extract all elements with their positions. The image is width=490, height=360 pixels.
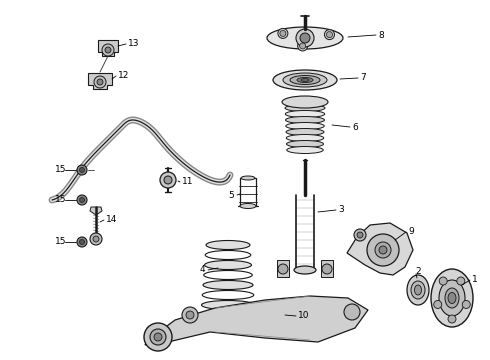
Ellipse shape (287, 140, 323, 148)
Circle shape (186, 311, 194, 319)
Text: 1: 1 (472, 275, 478, 284)
Ellipse shape (286, 122, 324, 130)
Circle shape (462, 301, 470, 309)
Text: 10: 10 (298, 311, 310, 320)
Ellipse shape (407, 275, 429, 305)
Circle shape (357, 232, 363, 238)
Text: 12: 12 (118, 72, 129, 81)
Text: 15: 15 (55, 195, 67, 204)
Circle shape (296, 29, 314, 47)
Ellipse shape (290, 76, 320, 85)
Polygon shape (90, 207, 102, 215)
Circle shape (297, 41, 308, 51)
Ellipse shape (282, 96, 328, 108)
Circle shape (97, 79, 103, 85)
Text: 6: 6 (352, 122, 358, 131)
Ellipse shape (411, 281, 425, 299)
Ellipse shape (283, 73, 327, 87)
Polygon shape (98, 40, 118, 56)
Ellipse shape (285, 111, 325, 117)
Ellipse shape (285, 104, 325, 112)
Circle shape (102, 44, 114, 56)
Circle shape (278, 264, 288, 274)
Circle shape (79, 198, 84, 202)
Circle shape (77, 237, 87, 247)
Polygon shape (347, 223, 413, 275)
Circle shape (457, 277, 465, 285)
Ellipse shape (241, 176, 255, 180)
Circle shape (79, 239, 84, 244)
Circle shape (160, 172, 176, 188)
Text: 15: 15 (55, 238, 67, 247)
Circle shape (300, 33, 310, 43)
Circle shape (322, 264, 332, 274)
Circle shape (94, 76, 106, 88)
Circle shape (434, 301, 441, 309)
Circle shape (278, 28, 288, 39)
Ellipse shape (415, 285, 421, 295)
Circle shape (280, 30, 286, 36)
Ellipse shape (240, 203, 256, 208)
Ellipse shape (445, 288, 459, 308)
Polygon shape (321, 260, 333, 277)
Polygon shape (277, 260, 289, 277)
Ellipse shape (286, 135, 324, 141)
Circle shape (324, 30, 335, 40)
Text: 7: 7 (360, 73, 366, 82)
Ellipse shape (206, 240, 250, 249)
Ellipse shape (273, 70, 337, 90)
Circle shape (164, 176, 172, 184)
Polygon shape (145, 296, 368, 345)
Text: 13: 13 (128, 40, 140, 49)
Text: 11: 11 (182, 177, 194, 186)
Circle shape (326, 32, 333, 37)
Ellipse shape (201, 301, 254, 310)
Text: 5: 5 (228, 190, 234, 199)
Text: 3: 3 (338, 206, 344, 215)
Text: 4: 4 (200, 266, 206, 274)
Circle shape (77, 195, 87, 205)
Text: 9: 9 (408, 228, 414, 237)
Circle shape (93, 236, 99, 242)
Circle shape (354, 229, 366, 241)
Circle shape (154, 333, 162, 341)
Circle shape (144, 323, 172, 351)
Text: 8: 8 (378, 31, 384, 40)
Text: 14: 14 (106, 216, 118, 225)
Polygon shape (88, 73, 112, 89)
Ellipse shape (294, 266, 316, 274)
Ellipse shape (203, 280, 253, 289)
Circle shape (375, 242, 391, 258)
Circle shape (79, 167, 84, 172)
Circle shape (300, 43, 306, 49)
Ellipse shape (301, 78, 309, 81)
Ellipse shape (439, 280, 465, 316)
Ellipse shape (267, 27, 343, 49)
Circle shape (182, 307, 198, 323)
Ellipse shape (286, 129, 324, 135)
Ellipse shape (448, 292, 456, 303)
Text: 2: 2 (415, 267, 420, 276)
Circle shape (439, 277, 447, 285)
Circle shape (90, 233, 102, 245)
Circle shape (150, 329, 166, 345)
Circle shape (105, 47, 111, 53)
Circle shape (344, 304, 360, 320)
Ellipse shape (297, 77, 313, 82)
Ellipse shape (286, 117, 324, 123)
Ellipse shape (200, 320, 256, 329)
Circle shape (367, 234, 399, 266)
Circle shape (448, 315, 456, 323)
Circle shape (77, 165, 87, 175)
Ellipse shape (204, 261, 251, 270)
Ellipse shape (287, 147, 323, 153)
Circle shape (379, 246, 387, 254)
Ellipse shape (431, 269, 473, 327)
Text: 15: 15 (55, 166, 67, 175)
